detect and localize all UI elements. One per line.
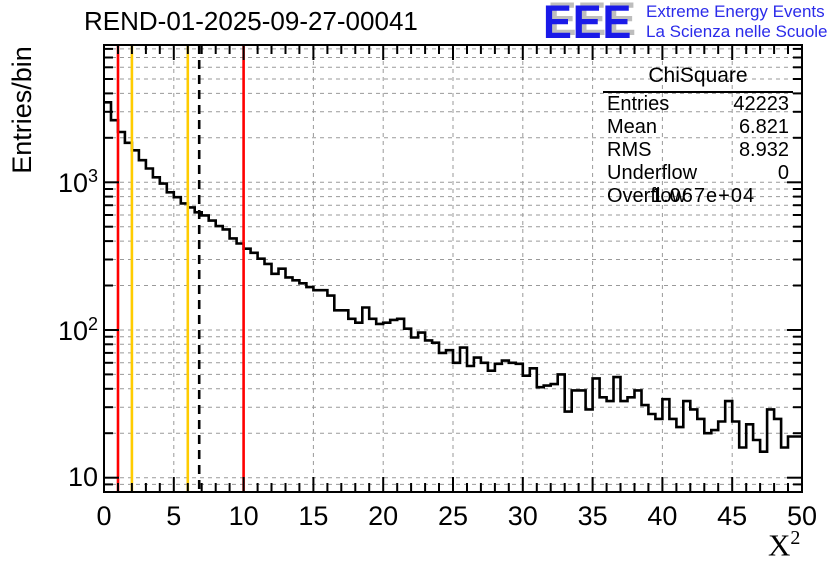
x-axis-title-base: X [768,527,791,563]
stats-label: Underflow [607,162,698,184]
stats-row-entries: Entries 42223 [603,93,793,116]
y-tick-label: 102 [57,313,98,346]
stats-value: 42223 [733,93,789,115]
stats-value: 0 [777,162,789,184]
stats-row-mean: Mean 6.821 [603,116,793,139]
stats-row-rms: RMS 8.932 [603,139,793,162]
x-tick-label: 50 [786,501,818,531]
stats-box: ChiSquare Entries 42223 Mean 6.821 RMS 8… [603,64,793,208]
x-axis-title-exponent: 2 [790,527,801,549]
x-tick-label: 30 [507,501,538,531]
stats-label: Entries [607,93,670,115]
histogram-line [104,101,802,453]
stats-value: 1.067e+04 [651,185,756,207]
eee-logo-acronym: EEE [543,0,633,48]
stats-label: RMS [607,139,652,161]
stats-label: Mean [607,116,658,138]
x-tick-label: 5 [166,501,182,531]
stats-title: ChiSquare [603,64,793,93]
x-tick-label: 40 [647,501,678,531]
x-tick-label: 10 [228,501,259,531]
x-tick-label: 25 [437,501,469,531]
x-axis-title: X2 [768,527,800,563]
eee-logo-text: Extreme Energy Events La Scienza nelle S… [646,2,827,42]
stats-value: 6.821 [738,116,789,138]
x-tick-label: 15 [298,501,329,531]
eee-logo-line2: La Scienza nelle Scuole [646,22,828,41]
x-tick-label: 0 [96,501,112,531]
x-tick-label: 45 [717,501,748,531]
stats-label: Overflow [607,185,686,207]
y-tick-label: 103 [57,166,98,199]
x-tick-label: 20 [368,501,399,531]
page-title: REND-01-2025-09-27-00041 [84,6,418,36]
x-tick-label: 35 [577,501,608,531]
stats-value: 8.932 [738,139,789,161]
stats-row-underflow: Underflow 0 [603,162,793,185]
plot-frame [103,44,803,493]
eee-logo-line1: Extreme Energy Events [646,2,825,21]
stats-row-overflow: Overflow 1.067e+04 [603,185,793,208]
y-tick-label: 10 [67,461,98,492]
eee-logo: EEE Extreme Energy Events La Scienza nel… [543,0,828,48]
